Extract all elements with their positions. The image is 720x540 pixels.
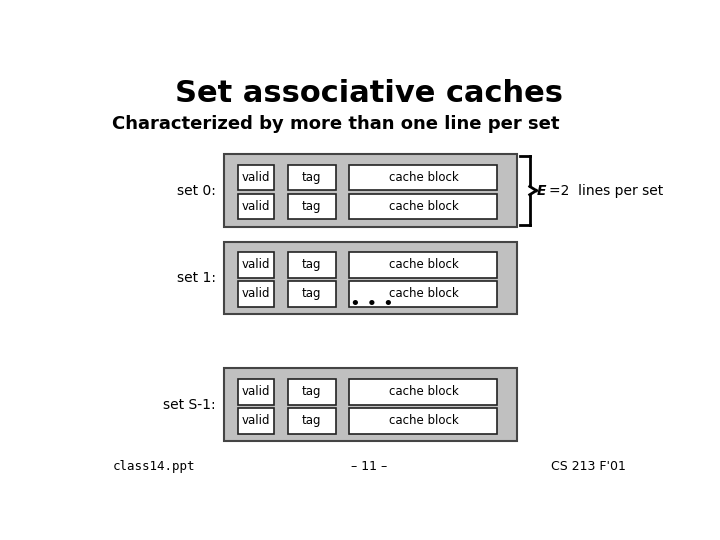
FancyBboxPatch shape: [349, 194, 498, 219]
Text: tag: tag: [302, 258, 322, 271]
FancyBboxPatch shape: [238, 281, 274, 307]
Text: E: E: [536, 184, 546, 198]
Text: Characterized by more than one line per set: Characterized by more than one line per …: [112, 115, 560, 133]
Text: valid: valid: [242, 200, 270, 213]
FancyBboxPatch shape: [349, 408, 498, 434]
FancyBboxPatch shape: [288, 165, 336, 191]
Text: tag: tag: [302, 385, 322, 398]
Text: tag: tag: [302, 200, 322, 213]
Text: cache block: cache block: [389, 171, 459, 184]
Text: cache block: cache block: [389, 385, 459, 398]
FancyBboxPatch shape: [288, 281, 336, 307]
FancyBboxPatch shape: [238, 408, 274, 434]
FancyBboxPatch shape: [288, 379, 336, 404]
Text: cache block: cache block: [389, 258, 459, 271]
FancyBboxPatch shape: [288, 408, 336, 434]
FancyBboxPatch shape: [349, 252, 498, 278]
Text: valid: valid: [242, 171, 270, 184]
FancyBboxPatch shape: [238, 379, 274, 404]
Text: class14.ppt: class14.ppt: [112, 460, 195, 472]
Text: – 11 –: – 11 –: [351, 460, 387, 472]
Text: tag: tag: [302, 414, 322, 427]
FancyBboxPatch shape: [224, 154, 517, 227]
Text: set 0:: set 0:: [176, 184, 215, 198]
Text: =2  lines per set: =2 lines per set: [549, 184, 663, 198]
FancyBboxPatch shape: [238, 165, 274, 191]
Text: tag: tag: [302, 287, 322, 300]
FancyBboxPatch shape: [349, 165, 498, 191]
FancyBboxPatch shape: [288, 194, 336, 219]
Text: valid: valid: [242, 385, 270, 398]
Text: cache block: cache block: [389, 287, 459, 300]
Text: cache block: cache block: [389, 200, 459, 213]
Text: valid: valid: [242, 414, 270, 427]
Text: set S-1:: set S-1:: [163, 398, 215, 411]
Text: cache block: cache block: [389, 414, 459, 427]
Text: valid: valid: [242, 287, 270, 300]
Text: Set associative caches: Set associative caches: [175, 79, 563, 109]
FancyBboxPatch shape: [224, 368, 517, 441]
Text: • • •: • • •: [350, 295, 394, 313]
FancyBboxPatch shape: [349, 281, 498, 307]
Text: tag: tag: [302, 171, 322, 184]
FancyBboxPatch shape: [349, 379, 498, 404]
Text: set 1:: set 1:: [176, 271, 215, 285]
Text: valid: valid: [242, 258, 270, 271]
FancyBboxPatch shape: [224, 241, 517, 314]
FancyBboxPatch shape: [288, 252, 336, 278]
Text: CS 213 F'01: CS 213 F'01: [551, 460, 626, 472]
FancyBboxPatch shape: [238, 194, 274, 219]
FancyBboxPatch shape: [238, 252, 274, 278]
